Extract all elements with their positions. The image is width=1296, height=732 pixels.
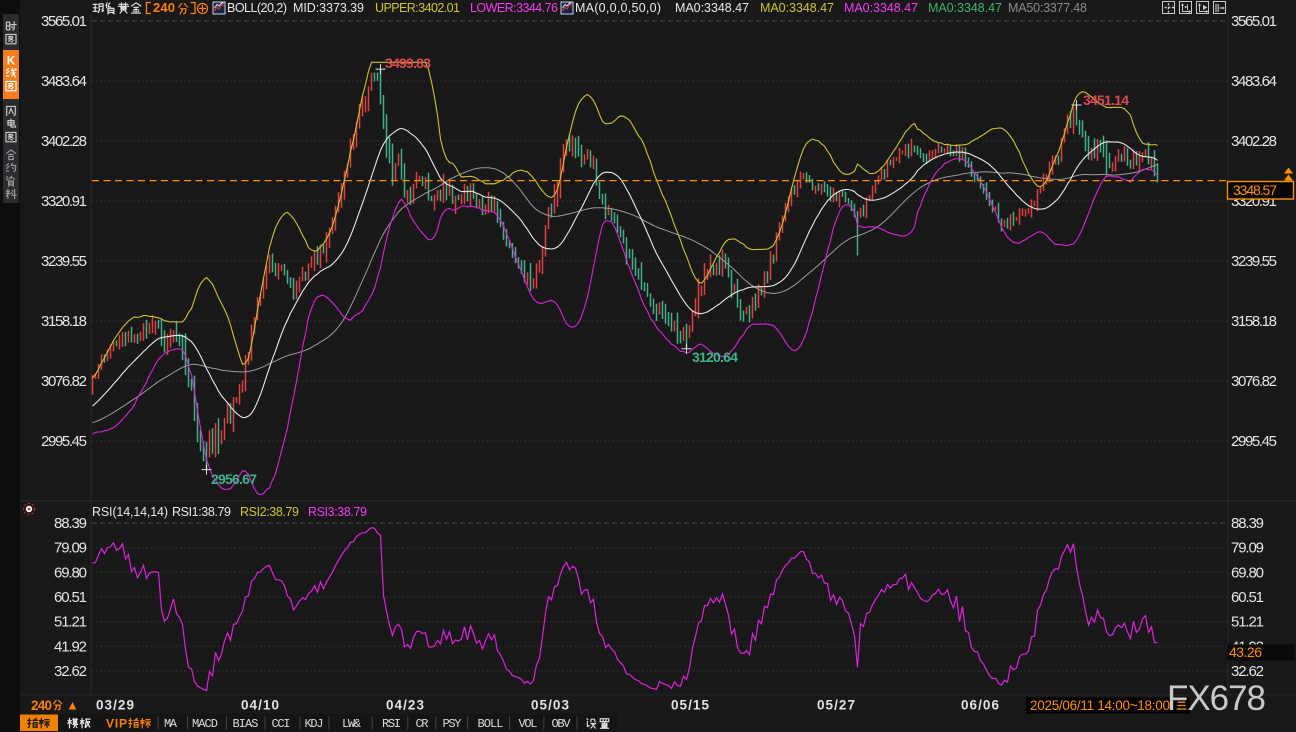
svg-text:MA50:3377.48: MA50:3377.48: [1008, 1, 1087, 15]
svg-text:3483.64: 3483.64: [1231, 73, 1277, 90]
svg-text:LW&: LW&: [342, 717, 361, 731]
svg-text:88.39: 88.39: [1231, 515, 1264, 532]
svg-text:88.39: 88.39: [54, 515, 87, 532]
svg-text:51.21: 51.21: [1231, 614, 1264, 631]
svg-text:3348.57: 3348.57: [1233, 182, 1277, 198]
svg-text:3320.91: 3320.91: [41, 193, 87, 210]
svg-text:MA(0,0,0,50,0): MA(0,0,0,50,0): [575, 1, 661, 15]
svg-text:CR: CR: [416, 717, 429, 731]
svg-text:60.51: 60.51: [1231, 589, 1264, 606]
svg-text:05/15: 05/15: [671, 698, 709, 713]
svg-text:2995.45: 2995.45: [41, 433, 87, 450]
svg-text:RSI: RSI: [382, 717, 401, 731]
svg-text:OBV: OBV: [552, 717, 572, 731]
svg-text:RSI2:38.79: RSI2:38.79: [240, 505, 299, 519]
svg-text:05/27: 05/27: [817, 698, 855, 713]
svg-text:05/03: 05/03: [531, 698, 569, 713]
svg-text:3076.82: 3076.82: [41, 373, 87, 390]
svg-text:79.09: 79.09: [54, 540, 87, 557]
svg-text:PSY: PSY: [443, 717, 462, 731]
svg-text:BOLL(20,2): BOLL(20,2): [227, 1, 287, 15]
svg-text:CCI: CCI: [272, 717, 291, 731]
svg-text:MA0:3348.47: MA0:3348.47: [675, 1, 749, 15]
svg-text:FX678: FX678: [1167, 679, 1266, 718]
svg-text:69.80: 69.80: [54, 564, 87, 581]
svg-text:2956.67: 2956.67: [211, 471, 257, 487]
svg-text:UPPER:3402.01: UPPER:3402.01: [375, 1, 460, 15]
svg-text:32.62: 32.62: [54, 663, 87, 680]
svg-text:MID:3373.39: MID:3373.39: [293, 1, 364, 15]
svg-text:3402.28: 3402.28: [1231, 133, 1277, 150]
svg-text:32.62: 32.62: [1231, 663, 1264, 680]
svg-text:RSI(14,14,14): RSI(14,14,14): [92, 505, 168, 519]
svg-text:BIAS: BIAS: [233, 717, 259, 731]
svg-text:2995.45: 2995.45: [1231, 433, 1277, 450]
svg-text:240: 240: [153, 0, 175, 15]
svg-text:51.21: 51.21: [54, 614, 87, 631]
svg-text:KDJ: KDJ: [305, 717, 324, 731]
svg-text:41.92: 41.92: [54, 638, 87, 655]
svg-text:2025/06/11 14:00~18:00: 2025/06/11 14:00~18:00: [1030, 698, 1170, 713]
svg-text:04/10: 04/10: [241, 698, 279, 713]
svg-text:K: K: [7, 56, 16, 68]
svg-text:MACD: MACD: [192, 717, 218, 731]
svg-text:3565.01: 3565.01: [41, 13, 87, 30]
svg-text:3451.14: 3451.14: [1083, 92, 1129, 108]
svg-text:240: 240: [31, 698, 52, 713]
svg-text:RSI3:38.79: RSI3:38.79: [308, 505, 367, 519]
svg-text:69.80: 69.80: [1231, 564, 1264, 581]
svg-text:3402.28: 3402.28: [41, 133, 87, 150]
svg-text:3483.64: 3483.64: [41, 73, 87, 90]
svg-text:3499.83: 3499.83: [385, 55, 431, 71]
svg-text:3076.82: 3076.82: [1231, 373, 1277, 390]
svg-text:3158.18: 3158.18: [41, 313, 87, 330]
svg-text:04/23: 04/23: [386, 698, 424, 713]
svg-text:RSI1:38.79: RSI1:38.79: [172, 505, 231, 519]
svg-text:MA0:3348.47: MA0:3348.47: [760, 1, 834, 15]
svg-text:LOWER:3344.76: LOWER:3344.76: [470, 1, 558, 15]
svg-text:60.51: 60.51: [54, 589, 87, 606]
svg-text:VOL: VOL: [519, 717, 538, 731]
svg-text:3239.55: 3239.55: [1231, 253, 1277, 270]
svg-text:3239.55: 3239.55: [41, 253, 87, 270]
svg-text:MA0:3348.47: MA0:3348.47: [928, 1, 1002, 15]
svg-text:3120.64: 3120.64: [692, 349, 738, 365]
svg-text:VIP: VIP: [106, 717, 127, 731]
svg-text:3158.18: 3158.18: [1231, 313, 1277, 330]
svg-text:3565.01: 3565.01: [1231, 13, 1277, 30]
svg-text:06/06: 06/06: [961, 698, 999, 713]
svg-text:MA: MA: [164, 717, 178, 731]
svg-text:43.26: 43.26: [1229, 644, 1262, 660]
svg-text:BOLL: BOLL: [478, 717, 504, 731]
svg-text:03/29: 03/29: [96, 698, 134, 713]
svg-text:79.09: 79.09: [1231, 540, 1264, 557]
svg-text:MA0:3348.47: MA0:3348.47: [844, 1, 918, 15]
